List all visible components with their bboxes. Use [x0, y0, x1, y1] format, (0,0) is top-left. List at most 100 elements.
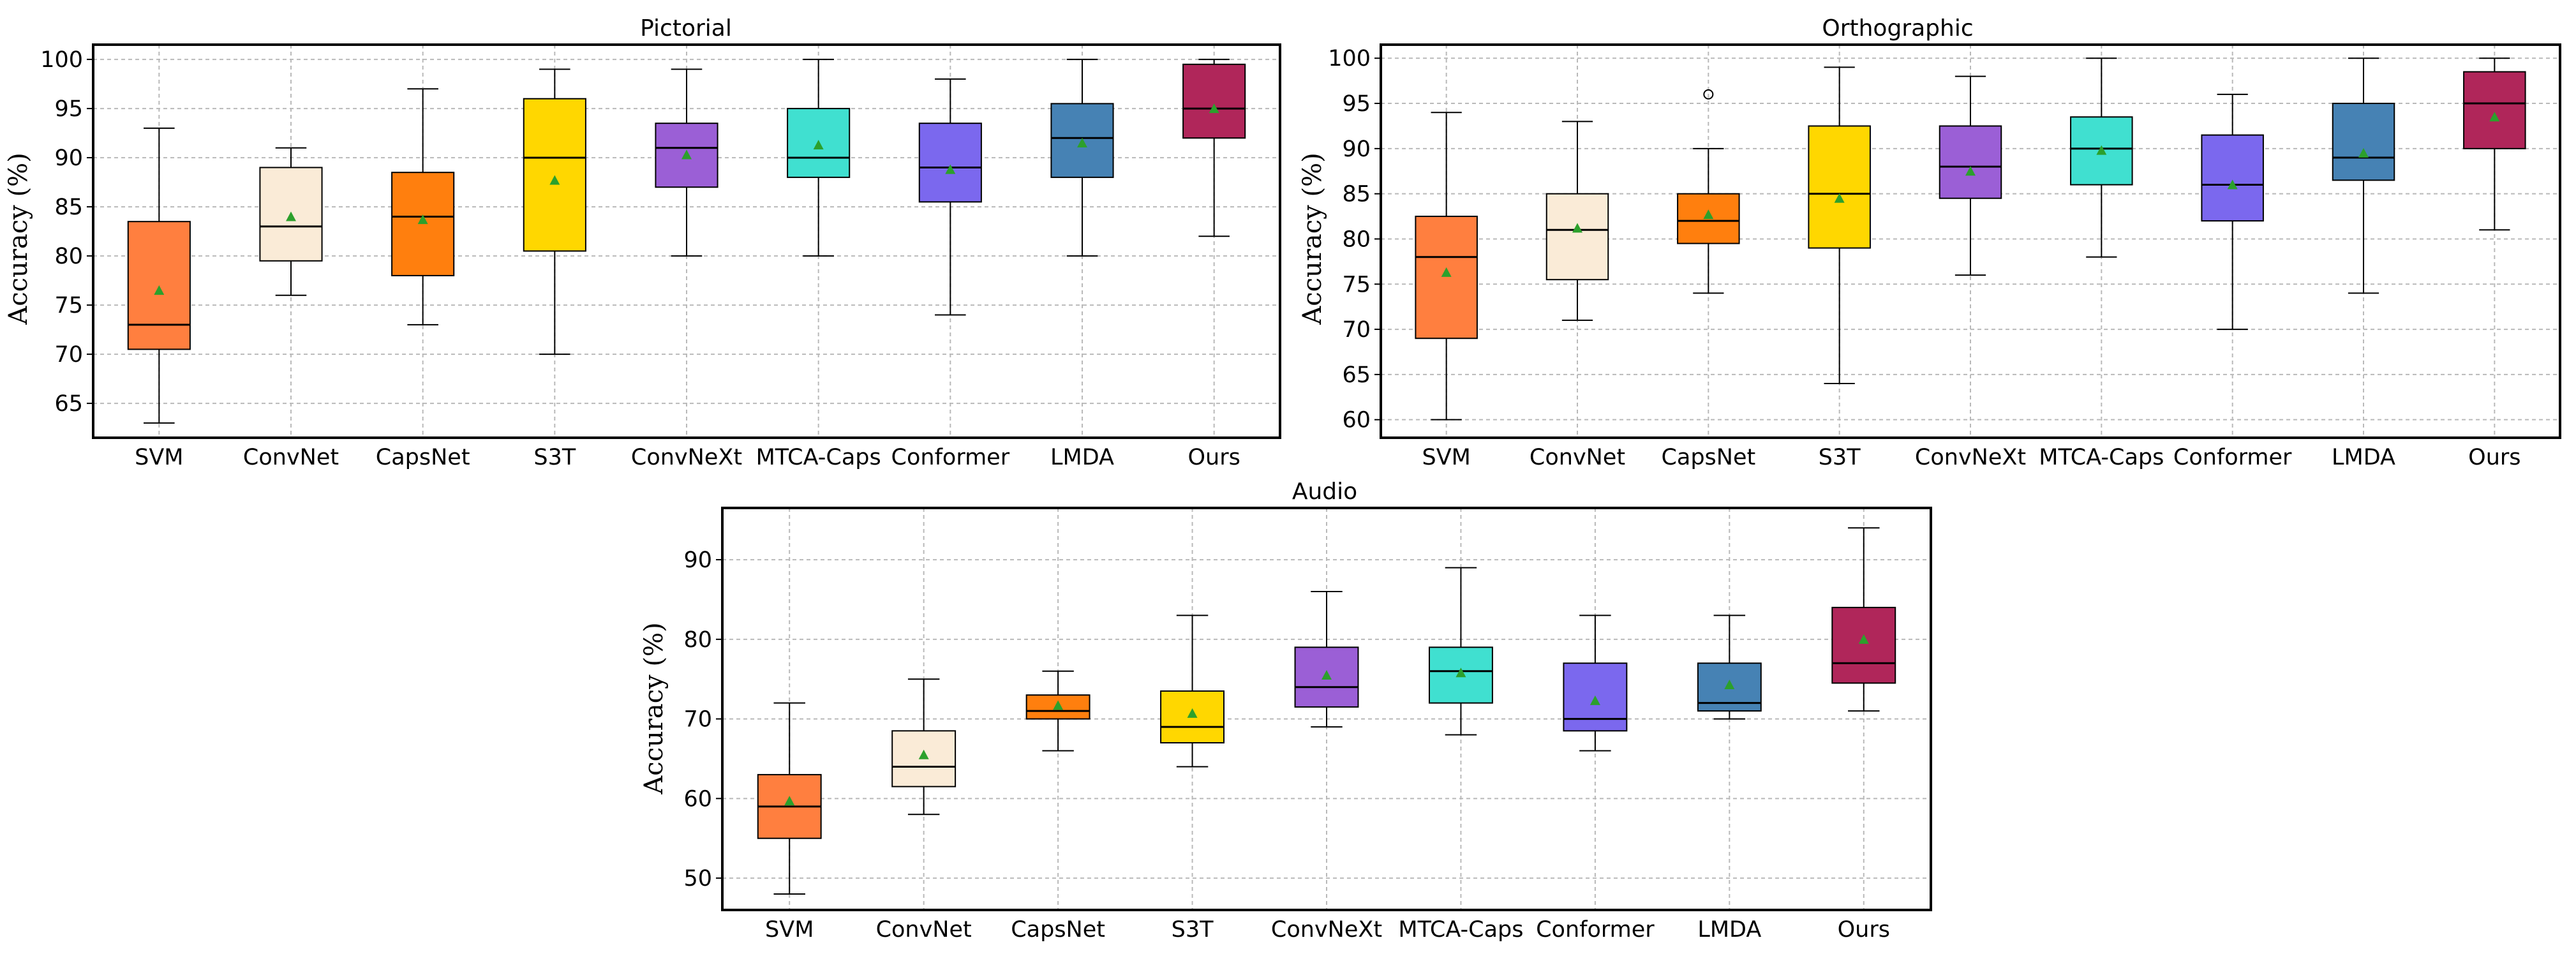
plot-frame [92, 43, 1281, 439]
mean-marker [1703, 209, 1714, 220]
y-axis-label: Accuracy (%) [639, 622, 669, 794]
x-tick-label: S3T [533, 445, 576, 470]
mean-marker [417, 214, 428, 225]
y-tick-label: 70 [1342, 317, 1371, 343]
x-tick-label: Conformer [1536, 917, 1655, 943]
plot-frame [1380, 43, 2561, 439]
mean-marker [1590, 695, 1600, 705]
x-tick-label: CapsNet [376, 445, 470, 470]
mean-marker [1187, 708, 1198, 718]
y-axis-label: Accuracy (%) [1298, 153, 1327, 325]
chart-title: Audio [1292, 479, 1357, 505]
y-tick-label: 100 [40, 47, 83, 73]
mean-marker [2227, 179, 2238, 190]
y-tick-label: 95 [1342, 91, 1371, 117]
box-ours [2463, 71, 2526, 149]
y-axis-label: Accuracy (%) [4, 153, 33, 325]
box-conformer [2201, 134, 2264, 222]
mean-marker [1322, 669, 1332, 680]
mean-marker [784, 796, 795, 806]
x-tick-label: MTCA-Caps [2039, 445, 2164, 470]
box-s3t [1808, 125, 1871, 249]
x-tick-label: SVM [1422, 445, 1470, 470]
y-tick-label: 65 [54, 391, 83, 417]
y-tick-label: 90 [54, 145, 83, 171]
outlier-point [1703, 89, 1714, 100]
x-tick-label: ConvNet [876, 917, 972, 943]
panel-pictorial: Pictorial Accuracy (%) 65 70 75 80 85 90 95 100… [4, 15, 1281, 470]
y-tick-label: 95 [54, 96, 83, 122]
x-tick-label: S3T [1819, 445, 1861, 470]
mean-marker [918, 749, 929, 759]
y-tick-label: 50 [683, 866, 712, 891]
box-ours [1182, 63, 1246, 139]
y-tick-label: 65 [1342, 362, 1371, 388]
y-tick-label: 70 [683, 707, 712, 733]
chart-title: Pictorial [640, 15, 732, 41]
x-tick-label: LMDA [2332, 445, 2395, 470]
x-tick-label: MTCA-Caps [1398, 917, 1523, 943]
x-tick-label: Ours [1187, 445, 1240, 470]
x-tick-label: Conformer [891, 445, 1010, 470]
mean-marker [2096, 145, 2107, 155]
x-tick-label: CapsNet [1011, 917, 1105, 943]
x-tick-label: Ours [2468, 445, 2520, 470]
mean-marker [1077, 138, 1087, 147]
mean-marker [549, 175, 560, 185]
y-tick-label: 70 [54, 342, 83, 368]
x-tick-label: ConvNeXt [1271, 917, 1382, 943]
mean-marker [286, 211, 296, 221]
y-tick-label: 75 [54, 293, 83, 318]
mean-marker [1724, 679, 1735, 689]
y-tick-label: 80 [1342, 227, 1371, 252]
x-tick-label: SVM [765, 917, 814, 943]
x-tick-label: Ours [1838, 917, 1890, 943]
panel-audio: Audio Accuracy (%) 50 60 70 80 90 SVM ConvNet C… [639, 479, 1932, 943]
mean-marker [1053, 700, 1064, 710]
y-tick-label: 100 [1328, 46, 1371, 71]
x-tick-label: MTCA-Caps [756, 445, 881, 470]
mean-marker [2358, 147, 2369, 158]
box-convnet [1545, 193, 1609, 281]
panel-orthographic: Orthographic Accuracy (%) 60 65 70 75 80 85 90… [1298, 15, 2561, 470]
box-ours [1831, 606, 1896, 684]
x-tick-label: CapsNet [1661, 445, 1755, 470]
box-svm [1415, 216, 1478, 339]
mean-marker [1456, 667, 1466, 678]
mean-marker [154, 285, 165, 295]
x-tick-label: LMDA [1050, 445, 1114, 470]
y-tick-label: 60 [1342, 408, 1371, 433]
mean-marker [813, 140, 824, 150]
y-tick-label: 60 [683, 786, 712, 812]
y-tick-label: 90 [1342, 137, 1371, 162]
box-conformer [918, 123, 982, 203]
y-tick-label: 85 [54, 195, 83, 220]
y-tick-label: 90 [683, 548, 712, 573]
x-tick-label: SVM [135, 445, 183, 470]
x-tick-label: S3T [1172, 917, 1214, 943]
x-tick-label: ConvNeXt [1915, 445, 2026, 470]
y-tick-label: 85 [1342, 182, 1371, 207]
box-s3t [523, 98, 586, 252]
x-tick-label: LMDA [1697, 917, 1761, 943]
mean-marker [1209, 103, 1219, 114]
x-tick-label: ConvNet [243, 445, 339, 470]
mean-marker [2489, 112, 2500, 122]
y-tick-label: 80 [54, 244, 83, 269]
mean-marker [1858, 634, 1869, 644]
x-tick-label: ConvNeXt [631, 445, 742, 470]
mean-marker [1965, 166, 1976, 176]
box-lmda [2332, 103, 2395, 181]
mean-marker [1441, 267, 1452, 277]
plot-frame [721, 507, 1932, 911]
mean-marker [1572, 223, 1582, 233]
chart-title: Orthographic [1822, 15, 1973, 41]
box-convnext [1939, 125, 2002, 199]
mean-marker [945, 164, 956, 174]
x-tick-label: ConvNet [1530, 445, 1625, 470]
mean-marker [681, 149, 692, 160]
y-tick-label: 80 [683, 627, 712, 653]
y-tick-label: 75 [1342, 272, 1371, 297]
x-tick-label: Conformer [2173, 445, 2292, 470]
